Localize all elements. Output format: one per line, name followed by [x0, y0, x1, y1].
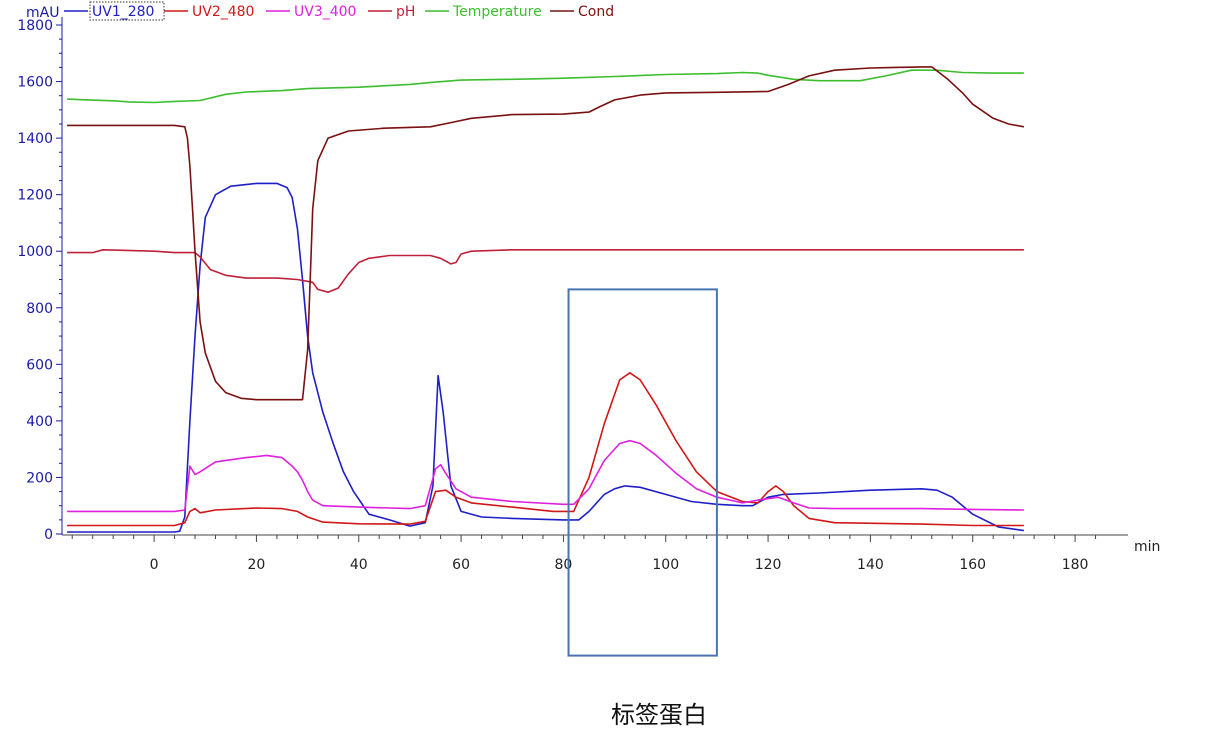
y-axis-unit-label: mAU — [26, 5, 59, 21]
y-tick-label: 800 — [26, 301, 53, 317]
legend-label-cond: Cond — [578, 4, 614, 20]
series-line-uv2-480 — [67, 372, 1024, 527]
axes-layer: 0 200 400 600 800 1000 1200 1400 1600 1800 0 20 40 60… — [17, 5, 1160, 573]
y-tick-label: 1800 — [17, 18, 53, 34]
y-tick-label: 1000 — [17, 244, 53, 260]
y-tick-label: 1400 — [17, 131, 53, 147]
y-tick-label: 200 — [26, 470, 53, 486]
y-tick-label: 0 — [44, 527, 53, 543]
y-tick-label: 600 — [26, 357, 53, 373]
legend: UV1_280 UV2_480 UV3_400 pH Temperature Cond — [64, 1, 614, 21]
x-tick-label: 140 — [857, 557, 884, 573]
series-line-uv1-280 — [67, 182, 1025, 533]
x-tick-label: 0 — [150, 557, 159, 573]
x-tick-label: 100 — [652, 557, 679, 573]
legend-label-ph: pH — [396, 4, 415, 20]
legend-label-uv3-400: UV3_400 — [294, 4, 356, 20]
y-tick-label: 400 — [26, 414, 53, 430]
series-line-temperature — [67, 69, 1024, 104]
series-layer — [67, 66, 1025, 533]
x-axis-unit-label: min — [1134, 539, 1160, 555]
x-tick-label: 60 — [452, 557, 470, 573]
annotation-layer: 标签蛋白 — [567, 288, 718, 729]
y-tick-label: 1600 — [17, 75, 53, 91]
legend-selection-box — [89, 1, 165, 21]
x-tick-label: 120 — [755, 557, 782, 573]
x-tick-label: 160 — [959, 557, 986, 573]
x-tick-label: 40 — [350, 557, 368, 573]
legend-label-uv1-280: UV1_280 — [92, 4, 154, 20]
series-line-ph — [67, 249, 1024, 293]
y-tick-label: 1200 — [17, 188, 53, 204]
x-tick-label: 20 — [248, 557, 266, 573]
x-tick-label: 80 — [555, 557, 573, 573]
series-line-cond — [67, 66, 1025, 401]
legend-label-temperature: Temperature — [452, 4, 542, 20]
highlight-box — [567, 288, 718, 657]
series-line-uv3-400 — [67, 439, 1024, 513]
annotation-caption: 标签蛋白 — [611, 701, 707, 729]
legend-label-uv2-480: UV2_480 — [192, 4, 254, 20]
x-tick-label: 180 — [1062, 557, 1089, 573]
